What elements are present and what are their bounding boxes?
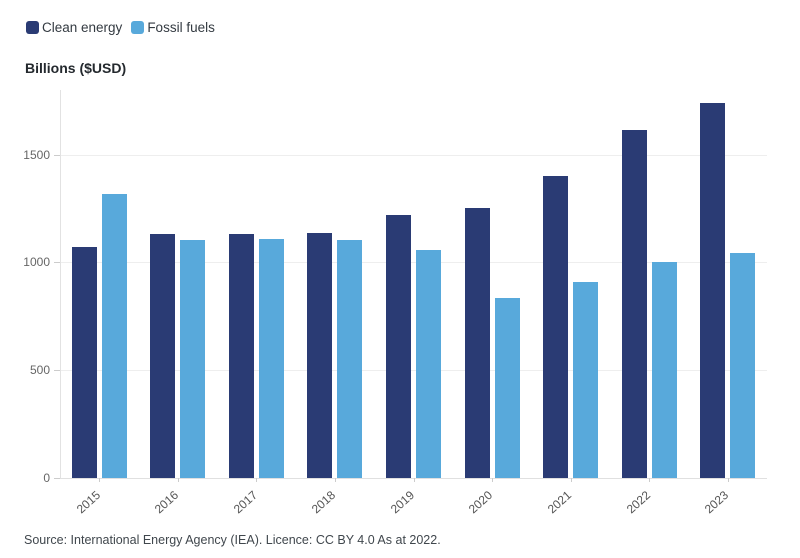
x-tick-label-2018: 2018 [309, 488, 339, 517]
x-tick-label-2019: 2019 [387, 488, 417, 517]
y-axis-line [60, 90, 61, 478]
bar-fossil-fuels-2018 [337, 239, 363, 478]
legend-item-clean-energy: Clean energy [26, 20, 122, 35]
source-note: Source: International Energy Agency (IEA… [24, 533, 441, 547]
x-tick-label-2015: 2015 [73, 488, 103, 517]
bar-group-2020 [453, 90, 532, 478]
bar-fossil-fuels-2019 [416, 249, 442, 478]
x-tick-mark [492, 478, 494, 482]
y-tick-label: 500 [29, 363, 50, 378]
y-tick-mark [54, 478, 60, 479]
legend-item-fossil-fuels: Fossil fuels [131, 20, 215, 35]
bar-group-2022 [610, 90, 689, 478]
x-tick-label-2023: 2023 [701, 488, 732, 517]
bar-group-2015 [60, 90, 139, 478]
bar-group-2023 [689, 90, 768, 478]
y-tick-mark [54, 370, 60, 372]
x-tick-label-2021: 2021 [544, 488, 574, 517]
x-tick-mark [334, 478, 336, 482]
bar-group-2016 [139, 90, 218, 478]
y-tick-mark [54, 154, 60, 156]
bar-fossil-fuels-2017 [258, 238, 284, 478]
gridline-y-1500 [60, 154, 767, 156]
bar-fossil-fuels-2020 [494, 298, 520, 478]
gridline-y-1000 [60, 262, 767, 264]
legend-label-clean-energy: Clean energy [42, 20, 123, 35]
clean-energy-swatch-icon [26, 21, 39, 34]
bar-fossil-fuels-2016 [180, 239, 206, 478]
bar-group-2017 [217, 90, 296, 478]
bar-group-2018 [296, 90, 375, 478]
x-tick-mark [649, 478, 651, 482]
y-tick-mark [54, 262, 60, 264]
x-tick-label-2020: 2020 [466, 488, 496, 517]
x-tick-mark [177, 478, 179, 482]
x-tick-label-2016: 2016 [151, 488, 182, 517]
x-tick-mark [413, 478, 415, 482]
bar-fossil-fuels-2023 [730, 252, 756, 478]
y-tick-label: 1500 [23, 147, 50, 162]
bar-clean-energy-2022 [621, 129, 647, 478]
bar-clean-energy-2020 [464, 207, 490, 478]
bars-layer [60, 90, 767, 478]
y-axis-title: Billions ($USD) [25, 60, 127, 76]
x-tick-mark [727, 478, 729, 482]
bar-clean-energy-2021 [543, 176, 569, 478]
y-tick-label: 0 [43, 471, 50, 485]
x-tick-mark [99, 478, 101, 482]
bar-clean-energy-2017 [228, 234, 254, 478]
bar-fossil-fuels-2022 [651, 262, 677, 478]
legend: Clean energy Fossil fuels [26, 20, 215, 35]
bar-clean-energy-2023 [700, 102, 726, 478]
legend-label-fossil-fuels: Fossil fuels [147, 20, 215, 35]
x-tick-label-2022: 2022 [623, 488, 653, 517]
x-tick-mark [256, 478, 258, 482]
fossil-fuels-swatch-icon [131, 21, 145, 34]
x-tick-label-2017: 2017 [230, 488, 260, 517]
bar-fossil-fuels-2015 [101, 193, 127, 478]
gridline-y-500 [60, 370, 767, 372]
bar-group-2021 [531, 90, 610, 478]
plot-area: 0 500 1000 1500 2015 2016 2017 2018 2019 2020 202… [23, 90, 767, 516]
bar-clean-energy-2019 [386, 215, 412, 478]
y-tick-label: 1000 [23, 255, 50, 270]
bar-clean-energy-2016 [150, 234, 176, 478]
bar-group-2019 [374, 90, 453, 478]
bar-fossil-fuels-2021 [573, 281, 599, 478]
x-tick-mark [570, 478, 572, 482]
bar-clean-energy-2015 [71, 247, 97, 478]
bar-clean-energy-2018 [307, 233, 333, 478]
